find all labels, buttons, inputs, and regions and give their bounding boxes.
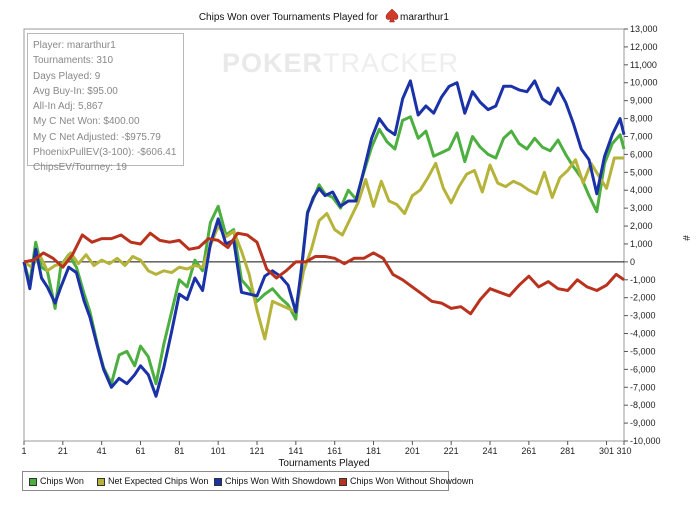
stats-tournaments: Tournaments: 310 (33, 55, 114, 67)
stats-avg-buy-in: Avg Buy-In: $95.00 (33, 85, 118, 97)
stats-net-won: My C Net Won: $400.00 (33, 116, 140, 128)
y-tick-label: 5,000 (630, 167, 653, 177)
x-tick-label: 101 (211, 446, 226, 456)
legend-item-chips-won: Chips Won (29, 476, 84, 486)
y-tick-label: 3,000 (630, 203, 653, 213)
chart-player-name: mararthur1 (400, 12, 449, 23)
x-tick-label: 261 (521, 446, 536, 456)
chart-legend: Chips Won Net Expected Chips Won Chips W… (22, 471, 473, 491)
legend-label: Chips Won (40, 476, 84, 486)
x-axis-title: Tournaments Played (278, 458, 369, 469)
x-tick-label: 121 (249, 446, 264, 456)
y-tick-label: -7,000 (630, 382, 656, 392)
x-axis: 1 21 41 61 81 101 121 141 161 181 201 221 241 261 281 3… (21, 441, 632, 456)
x-tick-label: 201 (405, 446, 420, 456)
series-line-2 (22, 79, 626, 398)
stats-phoenix-pull-ev: PhoenixPullEV(3-100): -$606.41 (33, 147, 177, 159)
watermark-logo: POKERTRACKER (222, 48, 459, 79)
y-tick-label: 12,000 (630, 42, 658, 52)
y-tick-label: -8,000 (630, 400, 656, 410)
x-tick-label: 61 (135, 446, 145, 456)
series-line-3 (23, 231, 625, 316)
series-line-1 (23, 156, 624, 341)
stats-chips-ev-per-tourney: ChipsEV/Tourney: 19 (33, 162, 127, 174)
x-tick-label: 161 (327, 446, 342, 456)
y-tick-label: -10,000 (630, 436, 661, 446)
x-tick-label: 41 (97, 446, 107, 456)
watermark-part-1: POKER (222, 48, 324, 78)
y-tick-label: -9,000 (630, 418, 656, 428)
x-tick-label: 141 (288, 446, 303, 456)
y-axis: 13,000 12,000 11,000 10,000 9,000 8,000 7,000 6… (624, 24, 661, 446)
y-tick-label: 11,000 (630, 60, 657, 70)
y-tick-label: -3,000 (630, 311, 656, 321)
spade-icon (385, 8, 399, 23)
x-tick-label: 1 (21, 446, 26, 456)
legend-item-without-showdown: Chips Won Without Showdown (339, 476, 473, 486)
y-tick-label: -2,000 (630, 293, 656, 303)
watermark-part-2: TRACKER (323, 48, 460, 78)
stats-all-in-adj: All-In Adj: 5,867 (33, 101, 104, 113)
legend-item-with-showdown: Chips Won With Showdown (214, 476, 336, 486)
y-tick-label: 1,000 (630, 239, 653, 249)
y-tick-label: 10,000 (630, 78, 658, 88)
y-tick-label: 7,000 (630, 131, 653, 141)
x-tick-label: 21 (58, 446, 68, 456)
x-tick-label: 181 (366, 446, 381, 456)
y-tick-label: -4,000 (630, 329, 656, 339)
y-tick-label: 0 (630, 257, 635, 267)
legend-label: Chips Won With Showdown (225, 476, 336, 486)
y-tick-label: 9,000 (630, 96, 653, 106)
y-tick-label: 6,000 (630, 149, 653, 159)
y-tick-label: 4,000 (630, 185, 653, 195)
y-axis-title: # (680, 235, 691, 241)
stats-days-played: Days Played: 9 (33, 70, 101, 82)
x-tick-label: 301 (599, 446, 614, 456)
plot-area (23, 28, 625, 442)
legend-label: Net Expected Chips Won (108, 476, 209, 486)
stats-player: Player: mararthur1 (33, 40, 116, 51)
x-tick-label: 310 (616, 446, 631, 456)
legend-label: Chips Won Without Showdown (350, 476, 474, 486)
x-tick-label: 281 (560, 446, 575, 456)
legend-swatch (339, 477, 347, 486)
chart-title: Chips Won over Tournaments Played for (199, 12, 379, 23)
y-tick-label: 13,000 (630, 24, 658, 34)
series-layer (22, 79, 626, 398)
x-tick-label: 81 (174, 446, 184, 456)
x-tick-label: 221 (444, 446, 459, 456)
y-tick-label: 2,000 (630, 221, 653, 231)
y-tick-label: -6,000 (630, 364, 656, 374)
legend-item-net-expected: Net Expected Chips Won (97, 476, 208, 486)
legend-swatch (97, 477, 105, 486)
y-tick-label: 8,000 (630, 114, 653, 124)
x-tick-label: 241 (483, 446, 498, 456)
y-tick-label: -5,000 (630, 346, 656, 356)
stats-panel: Player: mararthur1 Tournaments: 310 Days… (27, 33, 184, 173)
legend-swatch (29, 477, 37, 486)
y-tick-label: -1,000 (630, 275, 656, 285)
legend-swatch (214, 477, 222, 486)
stats-net-adjusted: My C Net Adjusted: -$975.79 (33, 131, 161, 143)
